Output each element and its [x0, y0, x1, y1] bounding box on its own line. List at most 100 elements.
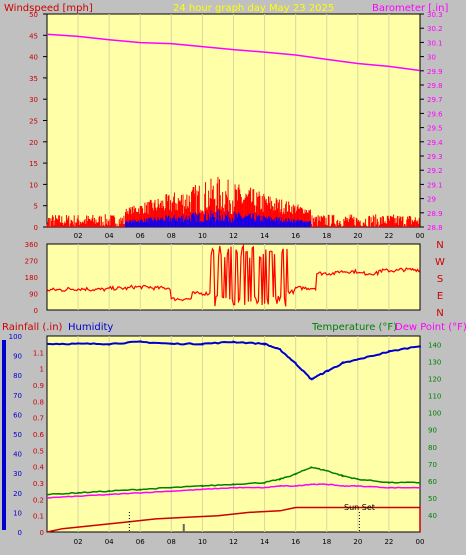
x-tick-label: 22 — [384, 232, 393, 240]
humidity-axis: 0 10 20 30 40 50 60 70 80 90 100 — [2, 333, 22, 537]
barometer-series-line — [46, 33, 421, 72]
compass-letter: W — [435, 257, 445, 268]
barometer-tick-label: 28.8 — [427, 224, 443, 232]
rainfall-label: Rainfall (.in) — [2, 322, 63, 333]
temperature-tick-label: 130 — [428, 359, 441, 367]
compass-letter: N — [436, 308, 443, 319]
wind-direction-line — [46, 243, 421, 307]
x-tick-label: 18 — [322, 538, 331, 546]
windspeed-tick-label: 20 — [29, 139, 38, 147]
x-tick-label: 08 — [167, 232, 176, 240]
x-tick-label: 14 — [260, 232, 269, 240]
barometer-tick-label: 30.1 — [427, 39, 443, 47]
x-tick-label: 10 — [198, 232, 207, 240]
temperature-tick-label: 50 — [428, 495, 437, 503]
x-tick-label: 20 — [353, 538, 362, 546]
x-tick-label: 02 — [74, 232, 83, 240]
humidity-tick-label: 70 — [13, 392, 22, 400]
barometer-title: Barometer [.in] — [372, 3, 448, 14]
barometer-tick-label: 29.9 — [427, 68, 443, 76]
rainfall-scale-bar — [2, 340, 6, 530]
rainfall-tick-label: 0.6 — [33, 431, 45, 439]
rainfall-tick-label: 0.9 — [33, 382, 44, 390]
barometer-tick-label: 29.8 — [427, 82, 443, 90]
humidity-series-line — [46, 340, 421, 381]
graph-date-title: 24 hour graph day May 23 2025 — [173, 3, 334, 14]
wind-direction-axis: 0 90 180 270 360 — [25, 241, 38, 315]
temperature-series-line — [46, 466, 421, 496]
windspeed-tick-label: 10 — [29, 181, 38, 189]
humidity-tick-label: 20 — [13, 490, 22, 498]
temperature-axis: 40 50 60 70 80 90 100 110 120 130 140 — [428, 342, 441, 520]
x-tick-label: 06 — [136, 232, 145, 240]
rainfall-tick-label: 0 — [40, 529, 44, 537]
x-tick-label: 20 — [353, 232, 362, 240]
temperature-tick-label: 90 — [428, 427, 437, 435]
rainfall-tick-label: 1 — [40, 366, 44, 374]
windspeed-tick-label: 40 — [29, 54, 38, 62]
windspeed-tick-label: 45 — [29, 32, 38, 40]
x-tick-label: 12 — [229, 538, 238, 546]
compass-letter: S — [437, 274, 443, 285]
humidity-tick-label: 40 — [13, 451, 22, 459]
wind-baro-x-axis: 02 04 06 08 10 12 14 16 18 20 22 00 — [74, 232, 425, 240]
x-tick-label: 16 — [291, 538, 300, 546]
dewpoint-label: Dew Point (°F) — [395, 322, 466, 333]
barometer-tick-label: 30.2 — [427, 25, 443, 33]
x-tick-label: 14 — [260, 538, 269, 546]
x-tick-label: 16 — [291, 232, 300, 240]
barometer-tick-label: 29.7 — [427, 96, 443, 104]
x-tick-label: 10 — [198, 538, 207, 546]
rainfall-tick-label: 0.1 — [33, 513, 44, 521]
x-tick-label: 12 — [229, 232, 238, 240]
temperature-tick-label: 140 — [428, 342, 441, 350]
rainfall-tick-label: 0.8 — [33, 398, 44, 406]
rainfall-tick-label: 0.3 — [33, 480, 44, 488]
barometer-tick-label: 29.3 — [427, 153, 443, 161]
barometer-tick-label: 29 — [427, 196, 436, 204]
rainfall-series-line — [46, 506, 421, 533]
temperature-tick-label: 100 — [428, 410, 441, 418]
sunset-annotation: Sun Set — [344, 503, 375, 512]
barometer-tick-label: 30 — [427, 54, 436, 62]
windspeed-series — [46, 176, 420, 227]
windspeed-tick-label: 25 — [29, 118, 38, 126]
barometer-tick-label: 28.9 — [427, 210, 443, 218]
temperature-tick-label: 120 — [428, 376, 441, 384]
direction-tick-label: 90 — [29, 291, 38, 299]
x-tick-label: 02 — [74, 538, 83, 546]
dewpoint-series-line — [47, 483, 421, 499]
temperature-tick-label: 80 — [428, 444, 437, 452]
rainfall-tick-label: 0.2 — [33, 496, 44, 504]
barometer-tick-label: 29.1 — [427, 181, 443, 189]
windspeed-tick-label: 35 — [29, 75, 38, 83]
x-tick-label: 22 — [384, 538, 393, 546]
humidity-tick-label: 80 — [13, 372, 22, 380]
humidity-tick-label: 60 — [13, 411, 22, 419]
windspeed-title: Windspeed [mph] — [4, 3, 93, 14]
x-tick-label: 00 — [416, 232, 425, 240]
humidity-tick-label: 10 — [13, 509, 22, 517]
x-tick-label: 08 — [167, 538, 176, 546]
humidity-tick-label: 90 — [13, 353, 22, 361]
wind-direction-series — [46, 243, 421, 307]
windspeed-axis: 0 5 10 15 20 25 30 35 40 45 50 — [29, 11, 47, 232]
event-markers — [128, 512, 360, 532]
barometer-tick-label: 29.2 — [427, 167, 443, 175]
humidity-tick-label: 50 — [13, 431, 22, 439]
humidity-label: Humidity — [68, 322, 113, 333]
temperature-tick-label: 70 — [428, 461, 437, 469]
compass-letter: E — [437, 291, 443, 302]
windspeed-tick-label: 50 — [29, 11, 38, 19]
direction-tick-label: 360 — [25, 241, 38, 249]
rainfall-tick-label: 0.4 — [33, 464, 45, 472]
windspeed-tick-label: 15 — [29, 160, 38, 168]
barometer-tick-label: 29.6 — [427, 110, 443, 118]
direction-tick-label: 270 — [25, 258, 38, 266]
windspeed-tick-label: 30 — [29, 96, 38, 104]
humidity-tick-label: 0 — [18, 529, 22, 537]
